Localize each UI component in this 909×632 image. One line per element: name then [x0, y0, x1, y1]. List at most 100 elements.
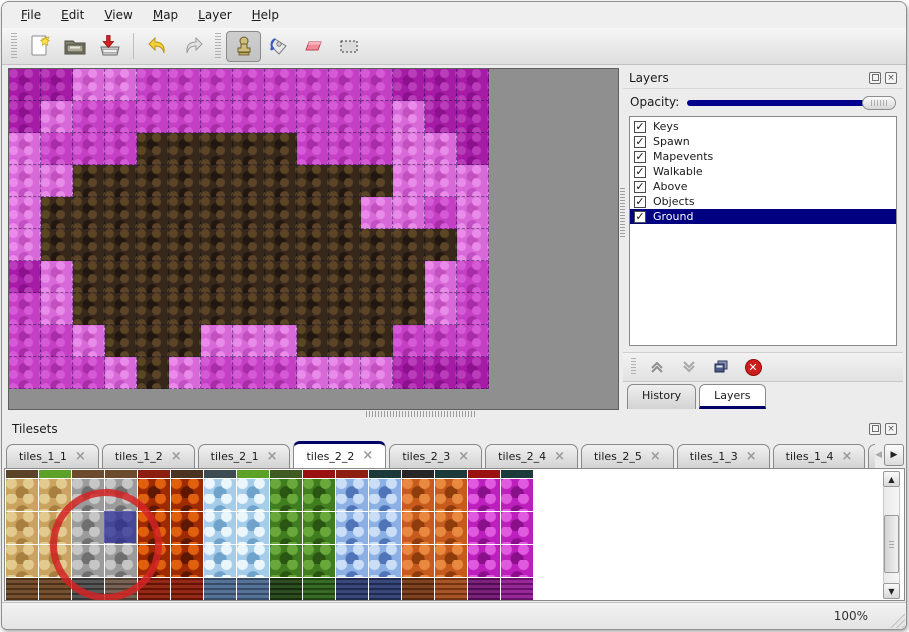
map-tile[interactable] [425, 325, 457, 357]
map-tile[interactable] [201, 101, 233, 133]
tileset-tile[interactable] [39, 470, 71, 478]
map-tile[interactable] [457, 357, 489, 389]
delete-layer-button[interactable]: ✕ [742, 356, 764, 378]
horizontal-splitter[interactable] [366, 411, 476, 417]
duplicate-layer-button[interactable] [710, 356, 732, 378]
map-tile[interactable] [425, 69, 457, 101]
tab-close-icon[interactable]: × [841, 448, 853, 464]
tileset-tile[interactable] [6, 479, 38, 511]
map-tile[interactable] [265, 229, 297, 261]
map-tile[interactable] [361, 165, 393, 197]
new-map-button[interactable] [22, 31, 57, 62]
map-tile[interactable] [201, 293, 233, 325]
map-tile[interactable] [329, 101, 361, 133]
map-tile[interactable] [105, 261, 137, 293]
map-tile[interactable] [329, 165, 361, 197]
map-tile[interactable] [137, 325, 169, 357]
layer-row-keys[interactable]: ✓ Keys [630, 119, 896, 134]
tileset-tile[interactable] [501, 545, 533, 577]
tileset-tile[interactable] [336, 545, 368, 577]
select-tool-button[interactable] [331, 31, 366, 62]
tileset-tab-tiles_1_3[interactable]: tiles_1_3 × [676, 444, 770, 468]
map-tile[interactable] [329, 69, 361, 101]
map-tile[interactable] [201, 229, 233, 261]
tileset-tile[interactable] [402, 545, 434, 577]
map-tile[interactable] [457, 69, 489, 101]
map-tile[interactable] [361, 133, 393, 165]
opacity-slider[interactable] [687, 95, 896, 110]
layer-visibility-checkbox[interactable]: ✓ [634, 164, 646, 178]
map-tile[interactable] [457, 325, 489, 357]
tileset-tile[interactable] [6, 512, 38, 544]
map-tile[interactable] [297, 101, 329, 133]
map-tile[interactable] [201, 197, 233, 229]
map-tile[interactable] [9, 293, 41, 325]
opacity-slider-track[interactable] [687, 99, 888, 106]
tileset-tile[interactable] [72, 470, 104, 478]
map-tile[interactable] [233, 165, 265, 197]
map-tile[interactable] [41, 261, 73, 293]
tileset-tile[interactable] [468, 512, 500, 544]
tileset-tile[interactable] [468, 479, 500, 511]
scroll-up-button[interactable]: ▲ [883, 471, 900, 487]
map-tile[interactable] [137, 357, 169, 389]
tileset-tile[interactable] [336, 512, 368, 544]
map-tile[interactable] [297, 357, 329, 389]
save-map-button[interactable] [92, 31, 127, 62]
tileset-view[interactable]: ▲ ▼ [4, 468, 905, 601]
map-tile[interactable] [265, 165, 297, 197]
map-tile[interactable] [9, 357, 41, 389]
map-tile[interactable] [297, 229, 329, 261]
map-tile[interactable] [457, 165, 489, 197]
tileset-tile[interactable] [270, 479, 302, 511]
map-tile[interactable] [265, 261, 297, 293]
menu-layer[interactable]: Layer [198, 8, 232, 22]
layer-row-mapevents[interactable]: ✓ Mapevents [630, 149, 896, 164]
map-tile[interactable] [9, 325, 41, 357]
map-tile[interactable] [73, 293, 105, 325]
menu-view[interactable]: View [104, 8, 133, 22]
tileset-tile[interactable] [204, 479, 236, 511]
map-tile[interactable] [361, 325, 393, 357]
map-tile[interactable] [297, 325, 329, 357]
map-tile[interactable] [425, 229, 457, 261]
close-panel-icon[interactable]: × [885, 423, 897, 435]
tileset-tab-tiles_2_1[interactable]: tiles_2_1 × [197, 444, 291, 468]
map-tile[interactable] [169, 197, 201, 229]
map-tile[interactable] [201, 165, 233, 197]
fill-tool-button[interactable] [261, 31, 296, 62]
tileset-tile[interactable] [468, 545, 500, 577]
map-tile[interactable] [265, 197, 297, 229]
tileset-tab-tiles_1_4[interactable]: tiles_1_4 × [772, 444, 866, 468]
map-tile[interactable] [457, 293, 489, 325]
buttons-grip[interactable] [631, 358, 636, 376]
map-tile[interactable] [9, 101, 41, 133]
tileset-tile[interactable] [402, 512, 434, 544]
map-tile[interactable] [329, 357, 361, 389]
tileset-tab-tiles_2_4[interactable]: tiles_2_4 × [485, 444, 578, 468]
tileset-tile[interactable] [303, 578, 335, 600]
map-tile[interactable] [329, 325, 361, 357]
tileset-tile[interactable] [369, 545, 401, 577]
map-tile[interactable] [105, 293, 137, 325]
map-tile[interactable] [233, 101, 265, 133]
tileset-tile[interactable] [270, 512, 302, 544]
move-layer-down-button[interactable] [678, 356, 700, 378]
map-tile[interactable] [9, 229, 41, 261]
map-tile[interactable] [105, 101, 137, 133]
tileset-tile[interactable] [303, 545, 335, 577]
map-tile[interactable] [265, 293, 297, 325]
map-tile[interactable] [105, 229, 137, 261]
tileset-tile[interactable] [105, 470, 137, 478]
map-tile[interactable] [297, 133, 329, 165]
tileset-tile[interactable] [402, 479, 434, 511]
map-tile[interactable] [201, 133, 233, 165]
map-tile[interactable] [41, 101, 73, 133]
map-tile[interactable] [425, 357, 457, 389]
scrollbar-thumb[interactable] [884, 515, 899, 573]
tileset-tile[interactable] [171, 545, 203, 577]
tileset-tile[interactable] [171, 479, 203, 511]
map-tile[interactable] [425, 133, 457, 165]
map-tile[interactable] [393, 133, 425, 165]
map-tile[interactable] [457, 197, 489, 229]
